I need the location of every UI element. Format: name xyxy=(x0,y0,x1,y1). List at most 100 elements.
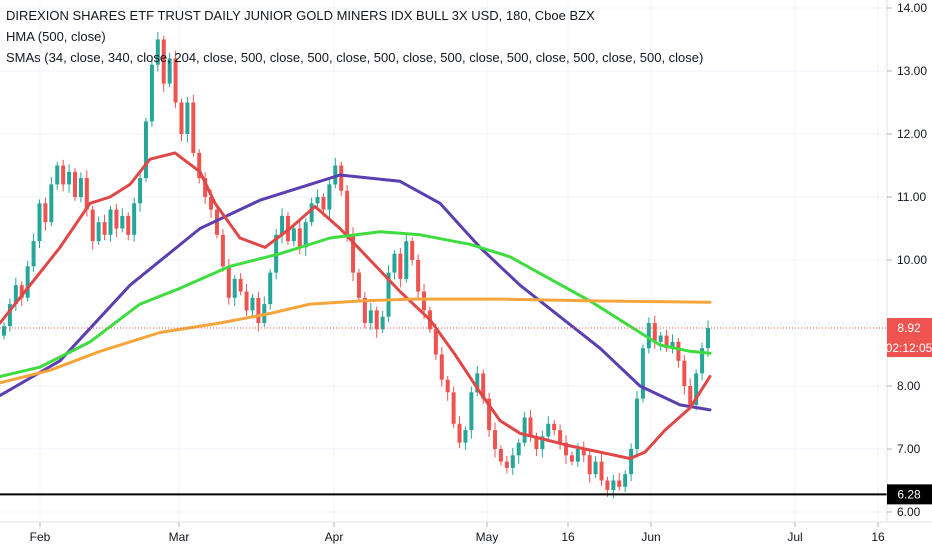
candle-body xyxy=(7,304,12,327)
candle-body xyxy=(13,285,18,305)
candle-body xyxy=(546,423,551,437)
candle xyxy=(72,168,77,201)
candle-body xyxy=(635,398,640,449)
candle xyxy=(688,378,693,409)
legend-smas: SMAs (34, close, 340, close, 204, close,… xyxy=(6,50,704,65)
candle xyxy=(155,31,160,72)
candle xyxy=(587,451,592,483)
candle-body xyxy=(179,102,184,134)
candle-body xyxy=(96,222,101,242)
candle-body xyxy=(516,442,521,456)
candle-body xyxy=(78,178,83,197)
hline-badge-bg xyxy=(887,484,932,505)
candle-body xyxy=(392,253,397,273)
candle xyxy=(416,254,421,299)
candle-body xyxy=(250,297,255,311)
candle xyxy=(368,302,373,330)
candle xyxy=(510,447,515,475)
candle xyxy=(90,205,95,250)
candle xyxy=(457,416,462,449)
candle-body xyxy=(356,272,361,298)
candle xyxy=(339,161,344,197)
candle-body xyxy=(422,291,427,311)
candle xyxy=(439,346,444,387)
candle xyxy=(149,59,154,127)
candle-body xyxy=(55,165,60,185)
candle-body xyxy=(244,291,249,311)
y-tick-label: 12.00 xyxy=(897,127,927,141)
candle-body xyxy=(682,360,687,386)
candle-body xyxy=(297,228,302,248)
candle xyxy=(380,311,385,334)
candle-body xyxy=(72,171,77,197)
candle-body xyxy=(155,39,160,65)
candle-body xyxy=(664,335,669,349)
x-tick-label: May xyxy=(476,530,499,544)
time-axis[interactable]: Feb Mar Apr May 16 Jun Jul 16 xyxy=(30,522,885,544)
candle-body xyxy=(19,285,24,298)
candle-body xyxy=(528,417,533,437)
y-tick-label: 14.00 xyxy=(897,1,927,15)
candle xyxy=(558,424,563,450)
candle xyxy=(191,94,196,157)
candle-body xyxy=(694,373,699,405)
candle-body xyxy=(398,253,403,279)
legend-hma: HMA (500, close) xyxy=(6,29,106,44)
candle-body xyxy=(688,386,693,405)
candle xyxy=(374,306,379,338)
candle xyxy=(327,178,332,219)
candle xyxy=(214,205,219,239)
candle xyxy=(167,52,172,88)
candle xyxy=(173,50,178,108)
candle xyxy=(108,205,113,242)
candle-body xyxy=(640,348,645,399)
candle-body xyxy=(706,328,710,349)
candle-body xyxy=(61,165,66,185)
candle xyxy=(451,386,456,428)
candle xyxy=(617,472,622,491)
candle-body xyxy=(552,423,557,431)
candle-body xyxy=(629,449,634,475)
candle xyxy=(546,416,551,441)
hma-line xyxy=(0,173,712,412)
chart-grid xyxy=(0,0,887,522)
candle-body xyxy=(209,197,214,210)
candle-body xyxy=(90,209,95,242)
candle-body xyxy=(652,323,657,342)
candle xyxy=(161,35,166,93)
candle xyxy=(593,455,598,478)
horizontal-line[interactable] xyxy=(0,327,887,496)
candle-body xyxy=(558,430,563,443)
candle-body xyxy=(617,480,622,487)
candle xyxy=(682,355,687,395)
chart-legend: DIREXION SHARES ETF TRUST DAILY JUNIOR G… xyxy=(6,5,703,68)
candle xyxy=(31,233,36,272)
candle xyxy=(280,208,285,244)
candle-body xyxy=(540,436,545,449)
candle xyxy=(262,296,267,327)
candle-body xyxy=(457,423,462,443)
candle-body xyxy=(256,297,261,323)
candle xyxy=(445,375,450,401)
candle xyxy=(404,233,409,283)
candle xyxy=(487,392,492,438)
candle-body xyxy=(102,222,107,235)
price-axis[interactable]: 14.0013.0012.0011.0010.009.008.007.006.0… xyxy=(887,1,927,519)
hline-label: 6.28 xyxy=(897,487,921,501)
candle-body xyxy=(149,64,154,122)
candle xyxy=(493,422,498,458)
candle-body xyxy=(303,222,308,248)
candle-body xyxy=(481,373,486,399)
price-badges: 8.92 02:12:05 6.28 xyxy=(886,318,932,505)
candle-body xyxy=(309,203,314,223)
candle xyxy=(410,237,415,266)
candle-body xyxy=(114,209,119,229)
candle xyxy=(49,176,54,226)
candle-body xyxy=(498,449,503,462)
y-tick-label: 8.00 xyxy=(897,379,921,393)
countdown-badge-bg xyxy=(887,338,932,358)
candle xyxy=(700,342,705,381)
candle xyxy=(646,317,651,354)
candle xyxy=(362,292,367,329)
